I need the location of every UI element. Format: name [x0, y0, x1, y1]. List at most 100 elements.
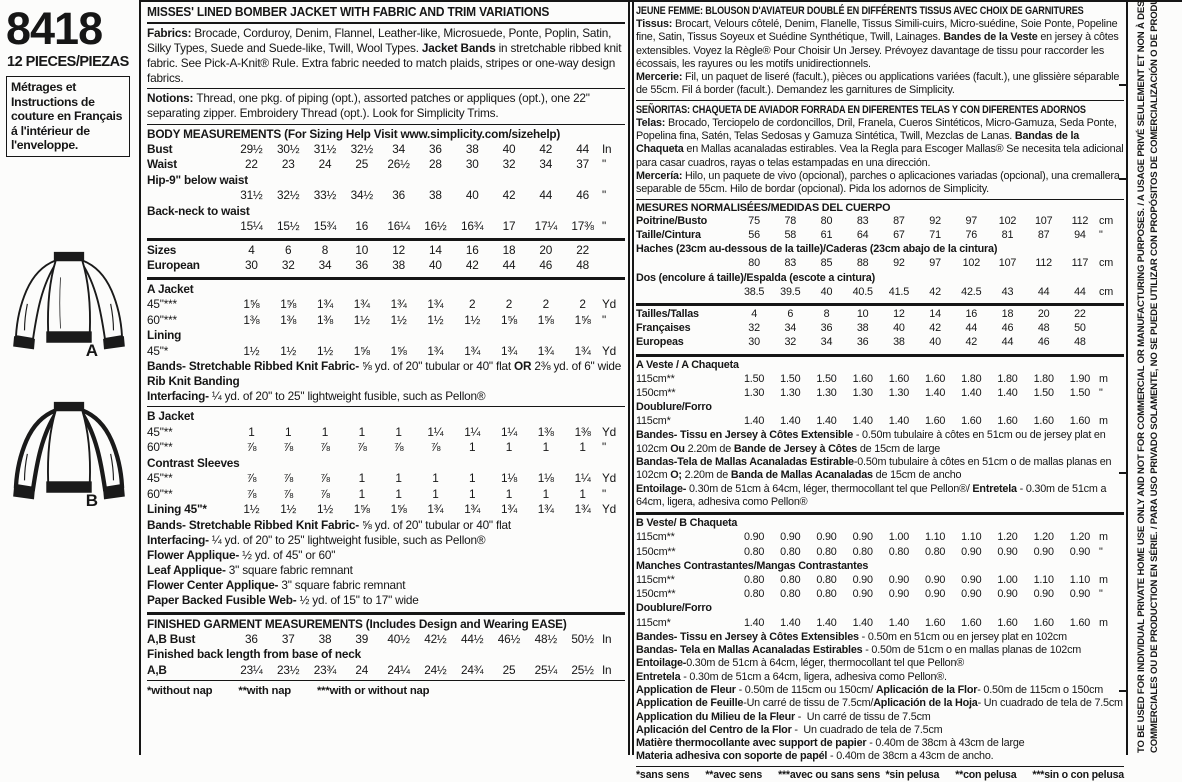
measurement-value: 36	[245, 631, 258, 646]
measurement-value: 23¾	[313, 662, 337, 677]
measurement-row: Doublure/Forro	[636, 602, 1124, 616]
sens-pelusa-footnotes: *sans sens **avec sens ***avec ou sans s…	[636, 769, 1124, 782]
measurement-value: 40	[820, 285, 833, 298]
measurement-value: 25	[502, 662, 516, 677]
unit-label: m	[1099, 372, 1108, 385]
measurement-value: 22	[1074, 307, 1086, 320]
measurement-value: ⅞	[246, 471, 257, 486]
row-label: European	[147, 258, 200, 273]
measurement-value: 1.60	[997, 616, 1018, 629]
measurement-value: 25¼	[534, 662, 558, 677]
measurement-value: 1.60	[961, 616, 982, 629]
measurement-value: ⅞	[283, 486, 294, 501]
measurement-value: 1	[542, 486, 550, 501]
measurement-row: Doublure/Forro	[636, 401, 1124, 415]
unit-label: "	[601, 312, 606, 327]
measurement-value: 1⅜	[280, 312, 297, 327]
measurement-value: 1½	[316, 502, 333, 517]
measurement-value: 22	[245, 157, 258, 172]
measurement-row: Sizes 4 6 8 10 12 14 16 18 20 22	[147, 243, 625, 259]
measurement-value: 48	[1037, 322, 1050, 335]
measurement-value: 40	[893, 322, 905, 335]
measurement-value: 1.40	[924, 386, 946, 399]
measurement-value: 1.40	[816, 616, 837, 629]
disclaimer-line-2: COMMERCIALES OU DE PRODUCTION EN SÉRIE. …	[1149, 0, 1160, 753]
measurement-value: 1⅜	[537, 424, 554, 439]
measurement-value: 1¾	[464, 343, 481, 358]
measurement-value: 38.5	[743, 285, 765, 298]
measurement-value: 1½	[427, 312, 444, 327]
mid-divider-inner	[632, 0, 634, 755]
row-label: 115cm**	[636, 372, 675, 385]
measurement-row: Lining	[147, 328, 625, 344]
measurement-value: 1	[432, 486, 439, 501]
measurement-value: 40	[465, 188, 479, 203]
measurement-value: 34½	[350, 188, 374, 203]
measurement-value: 0.90	[997, 588, 1018, 601]
measurement-value: 2	[579, 297, 586, 312]
measurement-value: 1.60	[924, 616, 946, 629]
measurement-value: ⅞	[356, 440, 367, 455]
measurement-value: 1.60	[1069, 415, 1090, 428]
measurement-value: 1	[321, 424, 329, 439]
measurement-value: 1.20	[1033, 531, 1054, 544]
nap-footnotes: *without nap **with nap ***with or witho…	[147, 684, 625, 699]
measurement-value: 34	[784, 322, 797, 335]
measurement-value: 48	[576, 258, 589, 273]
unit-label: "	[1099, 588, 1103, 601]
measurement-value: 14	[429, 242, 442, 257]
measurement-value: 15¼	[240, 219, 263, 234]
measurement-value: 80	[748, 257, 760, 270]
measurement-value: 0.90	[961, 574, 982, 587]
measurement-value: 117	[1071, 257, 1089, 270]
footnote: *sans sens	[636, 768, 690, 781]
measurement-value: 1	[469, 440, 476, 455]
measurement-value: 23½	[277, 662, 300, 677]
measurement-value: 1.30	[852, 386, 873, 399]
unit-label: Yd	[601, 471, 617, 486]
measurement-value: 8	[321, 242, 329, 257]
unit-label: "	[601, 486, 606, 501]
footnote: ***avec ou sans sens	[778, 768, 881, 781]
measurement-value: 1¾	[390, 297, 407, 312]
measurement-value: 44½	[461, 631, 484, 646]
spanish-footnotes: *sin pelusa **con pelusa ***sin o con pe…	[886, 769, 1125, 782]
measurement-row: 115cm* 1.40 1.40 1.40 1.40 1.40 1.60 1.60 1.60 1.…	[636, 617, 1124, 631]
measurement-value: 50	[1074, 322, 1086, 335]
measurement-value: 46	[1037, 336, 1050, 349]
measurement-value: 50½	[571, 631, 594, 646]
divider	[636, 765, 1124, 767]
measurement-value: 0.80	[743, 588, 765, 601]
measurement-value: 42.5	[961, 285, 982, 298]
measurement-value: 34	[392, 141, 405, 156]
veste-a-notes: Bandes- Tissu en Jersey à Côtes Extensib…	[636, 429, 1124, 509]
row-label: 150cm**	[636, 545, 676, 558]
measurement-value: 1¾	[316, 297, 333, 312]
row-label: Lining	[147, 328, 182, 343]
row-label: 115cm*	[636, 415, 671, 428]
measurement-row: 60"** ⅞ ⅞ ⅞ ⅞ ⅞ ⅞ 1 1 1 1 "	[147, 440, 625, 456]
measurement-value: 87	[1037, 229, 1050, 242]
measurement-value: 1¾	[574, 343, 591, 358]
measurement-value: 24¾	[461, 662, 484, 677]
measurement-row: 38.5 39.5 40 40.5 41.5 42 42.5 43 44 44 cm	[636, 286, 1124, 300]
measurement-value: 44	[1001, 336, 1014, 349]
divider	[636, 99, 1124, 101]
measurement-value: 36	[355, 258, 369, 273]
divider	[147, 680, 625, 682]
measurement-value: 75	[748, 214, 760, 227]
measurement-row: European 30 32 34 36 38 40 42 44 46 48	[147, 258, 625, 274]
measurement-value: 42	[965, 336, 978, 349]
footnote: *without nap	[147, 685, 213, 698]
measurement-value: 1	[579, 486, 586, 501]
measurement-value: 1.50	[743, 372, 765, 385]
row-label: Hip-9" below waist	[147, 172, 248, 187]
measurement-value: 46	[1001, 322, 1014, 335]
measurement-value: 1½	[353, 312, 370, 327]
tissus-paragraph: Tissus: Brocart, Velours côtelé, Denim, …	[636, 18, 1119, 70]
row-label: Back-neck to waist	[147, 203, 250, 218]
jacket-b-table: B Jacket 45"** 1 1 1 1 1 1¼ 1¼ 1¼ 1⅜ 1⅜ Yd 60"** ⅞ ⅞ ⅞ ⅞ ⅞…	[147, 409, 625, 518]
measurement-row: Bust 29½ 30½ 31½ 32½ 34 36 38 40 42 44 In	[147, 142, 625, 158]
measurement-value: 0.90	[961, 545, 982, 558]
measurement-row: 115cm** 0.80 0.80 0.80 0.90 0.90 0.90 0.90 1.00 1…	[636, 574, 1124, 588]
